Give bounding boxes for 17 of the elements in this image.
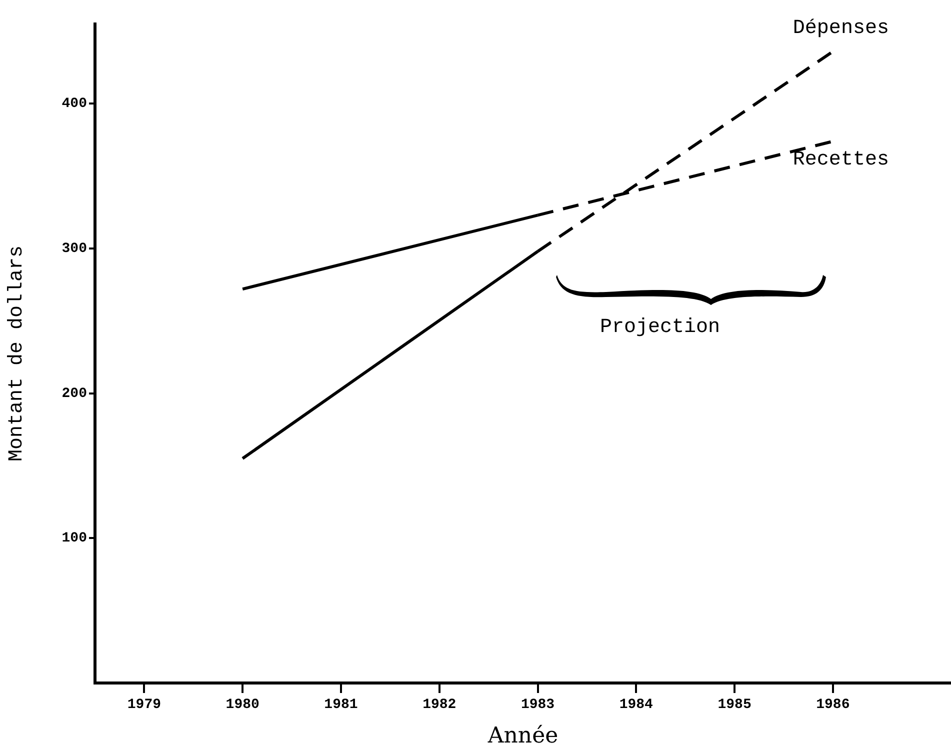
x-tick-label: 1979 xyxy=(127,696,161,713)
x-tick-label: 1985 xyxy=(718,696,752,713)
series-label: Dépenses xyxy=(792,16,889,40)
x-tick-label: 1984 xyxy=(619,696,653,713)
x-tick-label: 1986 xyxy=(816,696,850,713)
x-tick-label: 1980 xyxy=(226,696,260,713)
x-tick-label: 1982 xyxy=(422,696,456,713)
y-tick-label: 400 xyxy=(62,96,87,112)
y-tick-label: 100 xyxy=(62,530,87,547)
x-tick-label: 1983 xyxy=(520,696,555,713)
y-tick-label: 200 xyxy=(62,386,87,402)
x-axis-title: Année xyxy=(486,724,558,749)
y-axis-title: Montant de dollars xyxy=(5,245,28,462)
x-tick-label: 1981 xyxy=(324,696,358,713)
y-tick-label: 300 xyxy=(62,241,87,258)
annotation: Projection xyxy=(600,316,720,339)
series-label: Recettes xyxy=(792,148,889,172)
